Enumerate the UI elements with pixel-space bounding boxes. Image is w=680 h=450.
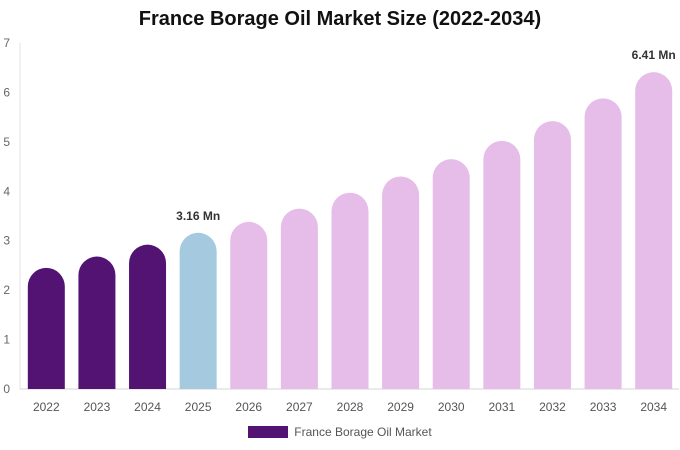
bar bbox=[483, 140, 521, 389]
bar bbox=[635, 72, 673, 389]
x-tick-label: 2025 bbox=[185, 400, 212, 414]
bar bbox=[179, 232, 217, 389]
bar bbox=[280, 208, 318, 389]
x-tick-label: 2032 bbox=[539, 400, 566, 414]
x-tick-label: 2030 bbox=[438, 400, 465, 414]
x-tick-label: 2034 bbox=[640, 400, 667, 414]
y-tick-label: 1 bbox=[3, 333, 10, 347]
y-tick-label: 0 bbox=[3, 382, 10, 396]
y-tick-label: 3 bbox=[3, 234, 10, 248]
chart-title: France Borage Oil Market Size (2022-2034… bbox=[138, 8, 542, 30]
bar bbox=[382, 176, 420, 389]
bar bbox=[78, 256, 116, 389]
bar bbox=[432, 159, 470, 389]
bar bbox=[27, 267, 65, 389]
y-tick-label: 2 bbox=[3, 283, 10, 297]
y-tick-label: 4 bbox=[3, 184, 10, 198]
x-tick-label: 2022 bbox=[33, 400, 60, 414]
bar bbox=[129, 244, 167, 389]
x-tick-label: 2026 bbox=[235, 400, 262, 414]
legend-swatch bbox=[248, 426, 289, 438]
y-tick-label: 5 bbox=[3, 135, 10, 149]
legend-label: France Borage Oil Market bbox=[294, 425, 432, 439]
legend: France Borage Oil Market bbox=[0, 425, 680, 439]
bar bbox=[533, 121, 571, 390]
data-label: 6.41 Mn bbox=[632, 48, 676, 62]
x-tick-label: 2028 bbox=[337, 400, 364, 414]
bar bbox=[584, 98, 622, 389]
x-tick-label: 2031 bbox=[488, 400, 515, 414]
data-label: 3.16 Mn bbox=[176, 209, 220, 223]
x-tick-label: 2023 bbox=[84, 400, 111, 414]
x-tick-label: 2024 bbox=[134, 400, 161, 414]
x-tick-label: 2033 bbox=[590, 400, 617, 414]
y-tick-label: 7 bbox=[3, 36, 10, 50]
bar bbox=[230, 221, 268, 389]
y-tick-label: 6 bbox=[3, 85, 10, 99]
x-tick-label: 2027 bbox=[286, 400, 313, 414]
bar bbox=[331, 192, 369, 389]
x-tick-label: 2029 bbox=[387, 400, 414, 414]
